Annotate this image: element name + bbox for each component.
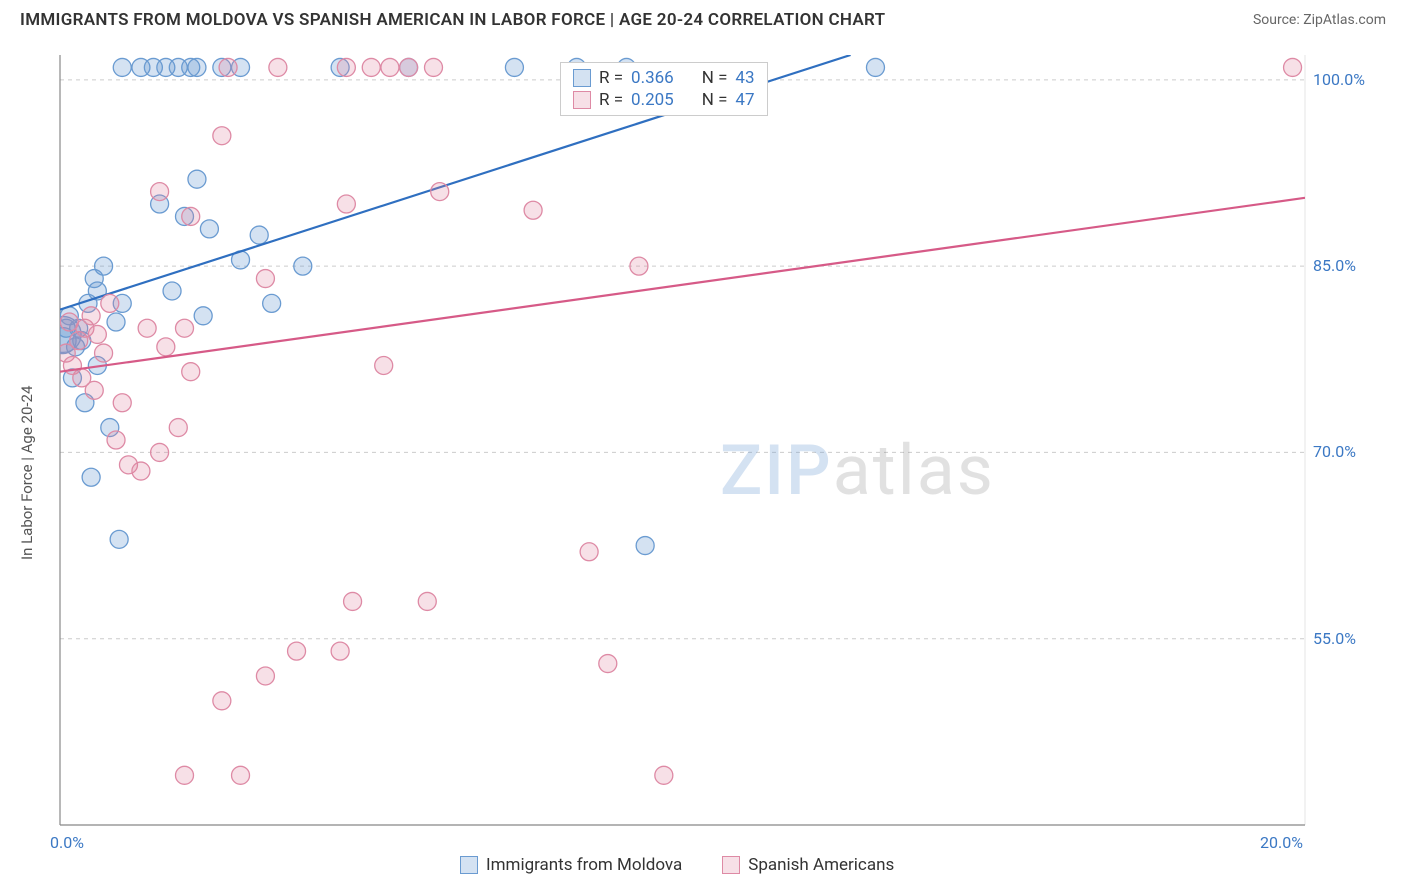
legend-r-label: R = (599, 90, 623, 110)
legend-swatch-icon (460, 856, 478, 874)
legend-r-value: 0.366 (631, 68, 674, 88)
legend-row: R = 0.205 N = 47 (573, 89, 755, 111)
legend-n-label: N = (702, 68, 728, 88)
y-tick-label: 55.0% (1313, 629, 1356, 648)
chart-plot-area (50, 55, 1370, 825)
chart-title: IMMIGRANTS FROM MOLDOVA VS SPANISH AMERI… (20, 10, 885, 30)
legend-swatch-icon (573, 69, 591, 87)
y-tick-label: 85.0% (1313, 256, 1356, 275)
legend-n-label: N = (702, 90, 728, 110)
y-axis-label: In Labor Force | Age 20-24 (18, 386, 36, 560)
series-legend-item: Immigrants from Moldova (460, 855, 682, 875)
legend-n-value: 47 (735, 90, 754, 110)
legend-swatch-icon (722, 856, 740, 874)
legend-n-value: 43 (735, 68, 754, 88)
series-name: Immigrants from Moldova (486, 855, 682, 875)
scatter-svg (50, 55, 1370, 855)
series-legend-item: Spanish Americans (722, 855, 894, 875)
legend-swatch-icon (573, 91, 591, 109)
legend-r-value: 0.205 (631, 90, 674, 110)
y-tick-label: 100.0% (1313, 70, 1365, 89)
x-tick-label: 0.0% (50, 833, 84, 852)
legend-r-label: R = (599, 68, 623, 88)
series-name: Spanish Americans (748, 855, 894, 875)
correlation-legend: R = 0.366 N = 43 R = 0.205 N = 47 (560, 62, 768, 116)
legend-row: R = 0.366 N = 43 (573, 67, 755, 89)
series-legend: Immigrants from Moldova Spanish Americans (460, 855, 894, 875)
y-tick-label: 70.0% (1313, 442, 1356, 461)
x-tick-label: 20.0% (1260, 833, 1303, 852)
source-label: Source: ZipAtlas.com (1253, 12, 1386, 28)
